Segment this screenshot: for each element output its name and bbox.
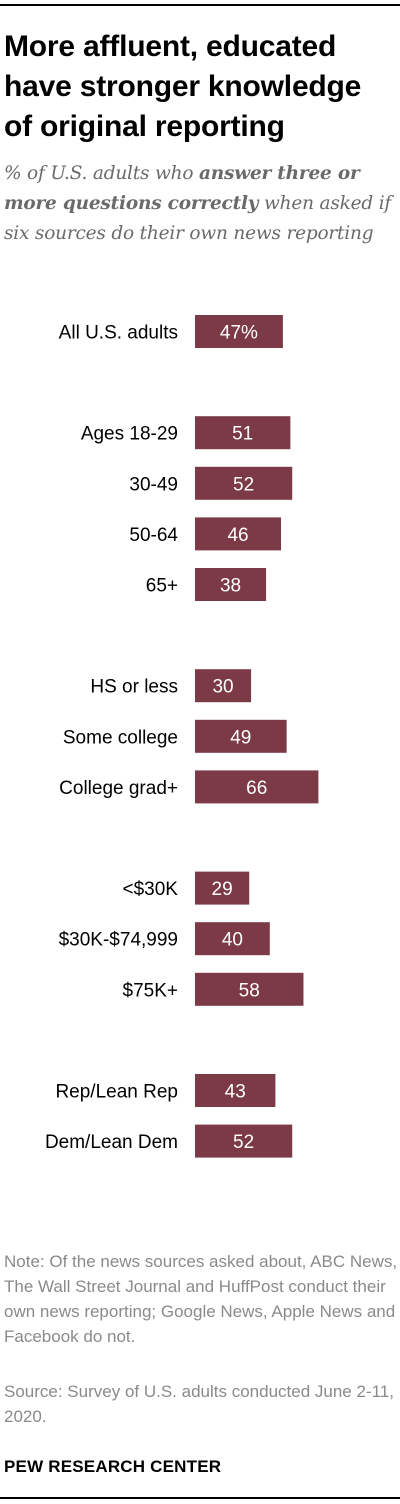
bar: [195, 719, 287, 753]
bar-group: <$30K 29 $30K-$74,999 40 $75K+ 58: [59, 871, 304, 1006]
bar: [195, 922, 270, 956]
category-label: All U.S. adults: [59, 323, 178, 344]
bar-value-label: 49: [230, 727, 251, 748]
bar-value-label: 43: [225, 1082, 246, 1103]
bar-value-label: 38: [220, 576, 241, 597]
chart-title: More affluent, educated have stronger kn…: [4, 30, 362, 143]
chart-note: Note: Of the news sources asked about, A…: [4, 1252, 398, 1346]
subtitle-emphasis: answer three or more questions correctly: [4, 163, 360, 214]
bar-value-label: 58: [239, 980, 260, 1001]
category-label: 30-49: [129, 474, 178, 495]
category-label: $75K+: [123, 980, 178, 1001]
bar-value-label: 46: [227, 525, 248, 546]
bar: [195, 1124, 293, 1158]
category-label: Ages 18-29: [81, 424, 178, 445]
bar: [195, 669, 252, 703]
category-label: Some college: [63, 727, 178, 748]
bar-group: Ages 18-29 51 30-49 52 50-64 46 65+ 38: [81, 416, 293, 601]
category-label: 50-64: [129, 525, 178, 546]
bar: [195, 416, 291, 450]
bar-value-label: 51: [232, 424, 253, 445]
bar-value-label: 47%: [220, 323, 258, 344]
bar: [195, 871, 250, 905]
category-label: <$30K: [123, 879, 179, 900]
bar: [195, 770, 319, 804]
chart-subtitle: % of U.S. adults who answer three or mor…: [4, 159, 398, 249]
bottom-rule: [0, 1497, 400, 1499]
bar: [195, 972, 304, 1006]
bar-chart: All U.S. adults 47% Ages 18-29 51 30-49 52 50-…: [45, 315, 319, 1158]
category-label: College grad+: [59, 778, 178, 799]
category-label: HS or less: [90, 677, 178, 698]
bar-value-label: 40: [222, 930, 243, 951]
chart-source: Source: Survey of U.S. adults conducted …: [4, 1382, 394, 1426]
bar-group: Rep/Lean Rep 43 Dem/Lean Dem 52: [45, 1074, 293, 1158]
bar: [195, 1074, 276, 1107]
bar: [195, 568, 267, 601]
pew-research-center-logo: PEW RESEARCH CENTER: [4, 1457, 222, 1476]
bar: [195, 466, 293, 500]
subtitle-text-1: % of U.S. adults who: [4, 163, 199, 184]
category-label: 65+: [146, 576, 178, 597]
category-label: Rep/Lean Rep: [55, 1082, 178, 1103]
category-label: $30K-$74,999: [59, 930, 178, 951]
bar-value-label: 30: [212, 677, 233, 698]
bar: [195, 315, 283, 348]
bar-value-label: 29: [212, 879, 233, 900]
bar-value-label: 52: [233, 1132, 254, 1153]
category-label: Dem/Lean Dem: [45, 1132, 178, 1153]
bar-value-label: 66: [246, 778, 267, 799]
top-rule: [0, 4, 400, 6]
bar-group: HS or less 30 Some college 49 College grad+ 6…: [59, 669, 319, 804]
bar-group: All U.S. adults 47%: [59, 315, 283, 348]
bar-value-label: 52: [233, 474, 254, 495]
bar: [195, 517, 282, 551]
subtitle-text-2: when asked if six sources do their own n…: [4, 193, 392, 244]
